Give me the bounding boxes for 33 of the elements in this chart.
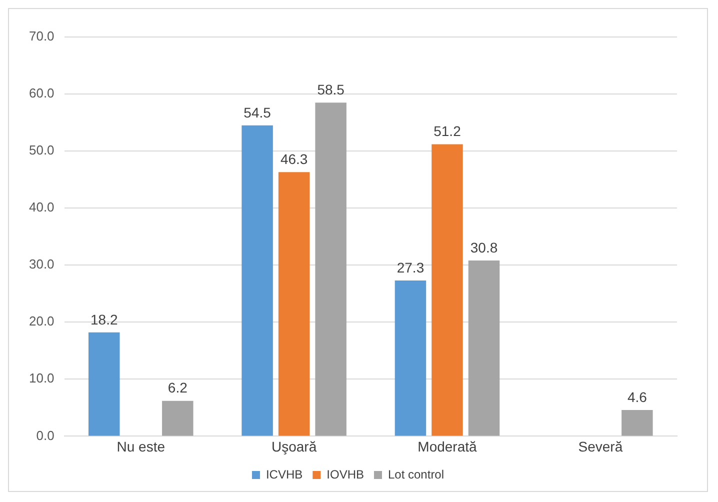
x-tick-label: Nu este <box>116 438 166 454</box>
y-tick-label: 60.0 <box>28 86 54 101</box>
legend-label: Lot control <box>388 467 444 482</box>
bar <box>162 400 194 436</box>
y-tick-label: 70.0 <box>28 28 54 44</box>
legend-label: IOVHB <box>326 467 364 482</box>
bar <box>315 102 346 436</box>
data-label: 46.3 <box>280 151 308 168</box>
legend-label: ICVHB <box>266 467 303 482</box>
bar <box>622 410 653 436</box>
data-label: 51.2 <box>434 123 462 140</box>
y-tick-label: 50.0 <box>28 142 54 158</box>
y-tick-label: 10.0 <box>28 370 54 386</box>
x-tick-label: Uşoară <box>271 438 317 454</box>
bar <box>432 144 463 436</box>
y-tick-label: 20.0 <box>28 314 54 329</box>
bar <box>278 172 310 436</box>
y-tick-label: 40.0 <box>28 200 54 215</box>
bar <box>394 280 426 436</box>
x-tick-label: Moderată <box>418 438 478 454</box>
data-label: 54.5 <box>244 104 272 120</box>
bar <box>242 125 273 436</box>
data-label: 18.2 <box>90 311 118 328</box>
data-label: 58.5 <box>317 81 345 98</box>
data-label: 6.2 <box>168 380 188 396</box>
bar <box>88 332 120 436</box>
y-tick-label: 30.0 <box>28 256 54 272</box>
bar <box>468 260 500 436</box>
y-tick-label: 0.0 <box>36 428 54 443</box>
x-tick-label: Severă <box>578 438 623 454</box>
data-label: 30.8 <box>470 239 498 256</box>
data-label: 27.3 <box>396 259 424 276</box>
data-label: 4.6 <box>627 388 648 405</box>
